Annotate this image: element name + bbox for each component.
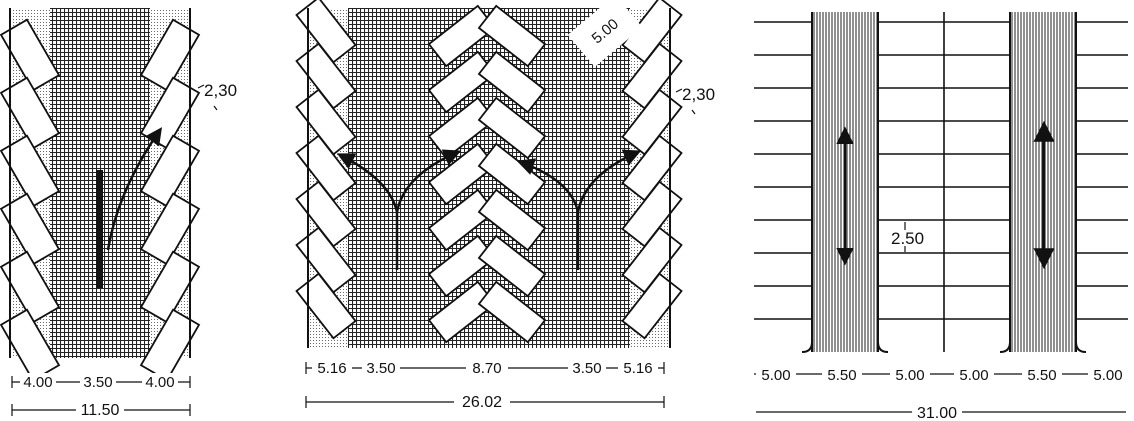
stall: [477, 96, 547, 160]
stall: [139, 250, 201, 324]
panel1-total: 11.50: [81, 402, 120, 419]
stall: [427, 96, 497, 160]
stall: [477, 188, 547, 252]
panel1-left-stalls: [0, 18, 61, 382]
panel1-dim-3: 4.00: [145, 374, 174, 391]
panel2-dim-4: 3.50: [572, 360, 601, 377]
stall: [427, 234, 497, 298]
panel1-dim-2: 3.50: [83, 374, 112, 391]
panel2-dim-3: 8.70: [472, 360, 501, 377]
panel3-dim-1: 5.00: [761, 367, 790, 384]
panel1-dim-1: 4.00: [23, 374, 52, 391]
stall: [427, 4, 497, 68]
stall: [477, 50, 547, 114]
stall: [0, 76, 61, 150]
panel-angled-single: 2,30 4.00 3.50 4.00 11.50: [0, 8, 237, 419]
stall: [0, 250, 61, 324]
stall: [427, 280, 497, 344]
panel2-stalls: [295, 0, 683, 344]
panel2-top-annotation: 5.00: [567, 0, 643, 68]
panel3-two-way-arrows: [836, 120, 1055, 270]
stall: [427, 50, 497, 114]
panel2-angle-annotation: 2,30: [682, 85, 715, 104]
panel1-divider: [96, 170, 103, 288]
stall: [477, 4, 547, 68]
panel-herringbone-double: 5.00 2,30 5.16 3.50 8.70 3.50 5.16 26.02: [295, 0, 715, 411]
panel2-total-line: 26.02: [305, 392, 665, 411]
stall: [477, 234, 547, 298]
stall: [0, 18, 61, 92]
stall: [139, 18, 201, 92]
stall: [295, 0, 357, 64]
panel3-dim-2: 5.50: [827, 367, 856, 384]
panel2-total: 26.02: [462, 394, 502, 411]
panel2-dim-2: 3.50: [366, 360, 395, 377]
panel1-dimension-line: 4.00 3.50 4.00: [11, 373, 191, 391]
panel1-angle-annotation: 2,30: [204, 81, 237, 100]
panel3-total: 31.00: [917, 405, 957, 421]
panel3-dim-4: 5.00: [959, 367, 988, 384]
panel1-total-line: 11.50: [11, 400, 191, 419]
panel-perpendicular: 2.50 5.00 5.50 5.00 5.00 5.50 5.00 31.00: [754, 12, 1128, 421]
panel3-dim-6: 5.00: [1093, 367, 1122, 384]
panel2-flow-arrows: [336, 149, 642, 270]
stall: [477, 280, 547, 344]
stall: [139, 134, 201, 208]
panel1-flow-arrow: [106, 127, 163, 251]
panel3-total-line: 31.00: [756, 402, 1126, 421]
stall: [0, 134, 61, 208]
stall: [621, 0, 683, 64]
panel2-dimension-line: 5.16 3.50 8.70 3.50 5.16: [305, 359, 665, 377]
panel3-dimension-line: 5.00 5.50 5.00 5.00 5.50 5.00: [754, 365, 1128, 384]
stall: [139, 308, 201, 382]
stall: [139, 192, 201, 266]
panel2-dim-5: 5.16: [623, 360, 652, 377]
stall: [0, 192, 61, 266]
panel2-dim-1: 5.16: [317, 360, 346, 377]
panel3-dim-3: 5.00: [895, 367, 924, 384]
stall: [427, 188, 497, 252]
panel3-stall-width: 2.50: [891, 229, 924, 248]
panel3-dim-5: 5.50: [1027, 367, 1056, 384]
stall: [0, 308, 61, 382]
